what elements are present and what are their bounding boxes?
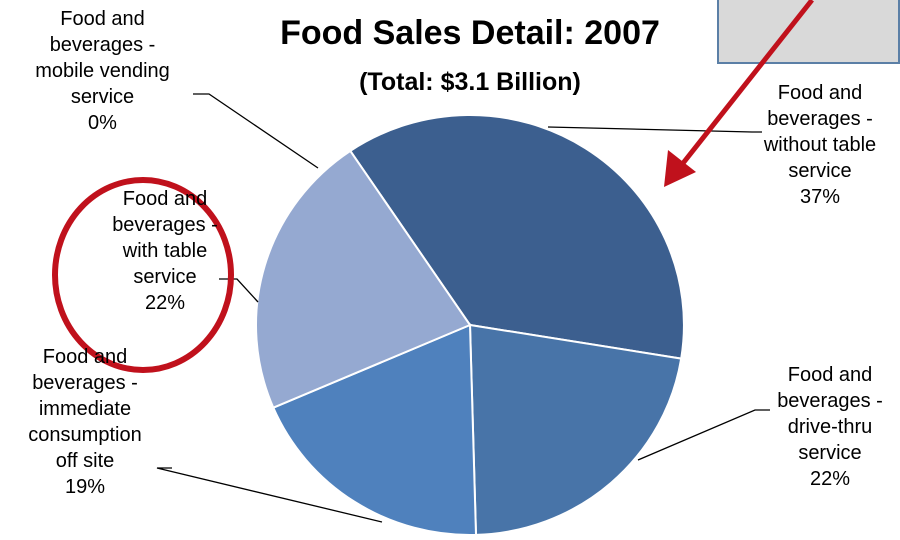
- callout-box: [717, 0, 900, 64]
- data-label-line: beverages -: [112, 214, 218, 236]
- data-label-with-table: Food and beverages - with table service 22%: [90, 186, 240, 316]
- data-label-line: consumption: [28, 424, 142, 446]
- leader-line-immediate-consumption: [156, 467, 383, 523]
- data-label-line: drive-thru: [787, 416, 873, 438]
- data-label-percent: 0%: [88, 112, 117, 134]
- leader-line-drive-thru: [637, 409, 770, 461]
- data-label-percent: 37%: [799, 186, 841, 208]
- data-label-immediate-consumption: Food and beverages - immediate consumption o…: [0, 344, 170, 500]
- data-label-line: Food and: [777, 82, 863, 104]
- data-label-line: Food and: [42, 346, 128, 368]
- leader-line-mobile-vending: [193, 93, 319, 169]
- highlight-circle: [52, 177, 234, 373]
- data-label-line: beverages -: [49, 34, 156, 56]
- data-label-drive-thru: Food and beverages - drive-thru service 22%: [750, 362, 900, 492]
- data-label-percent: 19%: [64, 476, 106, 498]
- leader-line-without-table: [547, 126, 762, 133]
- data-label-line: service: [70, 86, 135, 108]
- pie-slice-immediate-consumption: [271, 323, 478, 536]
- data-label-line: mobile vending: [35, 60, 170, 82]
- data-label-line: without table: [763, 134, 877, 156]
- data-label-line: beverages -: [767, 108, 873, 130]
- data-label-line: off site: [55, 450, 115, 472]
- data-label-line: service: [788, 160, 852, 182]
- annotation-arrow-head: [664, 150, 696, 187]
- data-label-line: beverages -: [777, 390, 883, 412]
- data-label-line: immediate: [38, 398, 132, 420]
- data-label-line: Food and: [122, 188, 208, 210]
- pie-slice-without-table: [348, 114, 685, 360]
- data-label-line: with table: [122, 240, 208, 262]
- data-label-line: Food and: [60, 8, 145, 30]
- data-label-line: service: [133, 266, 197, 288]
- data-label-line: Food and: [787, 364, 873, 386]
- data-label-line: service: [798, 442, 862, 464]
- pie-slice-drive-thru: [468, 323, 683, 536]
- chart-title: Food Sales Detail: 2007: [280, 14, 660, 52]
- chart-subtitle: (Total: $3.1 Billion): [359, 68, 581, 96]
- data-label-percent: 22%: [144, 292, 186, 314]
- data-label-percent: 22%: [809, 468, 851, 490]
- data-label-line: beverages -: [32, 372, 138, 394]
- data-label-without-table: Food and beverages - without table service 3…: [740, 80, 900, 210]
- pie-slice-with-table: [255, 149, 472, 410]
- data-label-mobile-vending: Food and beverages - mobile vending service…: [0, 6, 205, 136]
- leader-line-with-table: [219, 278, 259, 303]
- annotation-arrow-shaft: [678, 0, 814, 169]
